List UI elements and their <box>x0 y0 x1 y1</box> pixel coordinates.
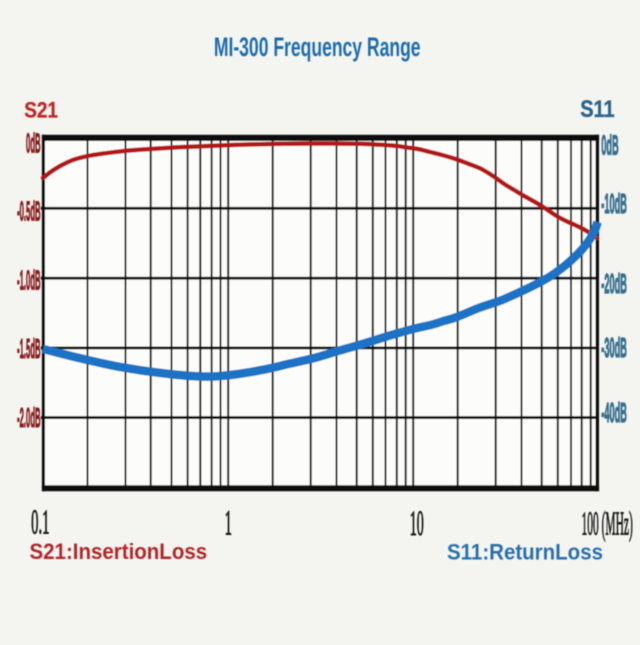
svg-text:100 (MHz): 100 (MHz) <box>582 504 633 543</box>
svg-text:-0.5dB: -0.5dB <box>17 197 41 227</box>
svg-text:0.1: 0.1 <box>31 502 49 541</box>
svg-text:-20dB: -20dB <box>601 269 627 300</box>
svg-text:S21: S21 <box>24 98 58 123</box>
svg-text:1: 1 <box>225 503 232 542</box>
svg-text:MI-300 Frequency Range: MI-300 Frequency Range <box>214 31 421 62</box>
svg-text:-10dB: -10dB <box>601 189 627 220</box>
svg-text:0dB: 0dB <box>26 129 41 159</box>
svg-text:-1.5dB: -1.5dB <box>17 335 41 365</box>
svg-text:S21:InsertionLoss: S21:InsertionLoss <box>30 539 208 564</box>
svg-text:-40dB: -40dB <box>601 398 627 429</box>
svg-text:10: 10 <box>410 503 424 542</box>
svg-text:S11: S11 <box>580 96 614 123</box>
svg-text:-30dB: -30dB <box>601 333 627 364</box>
svg-text:0dB: 0dB <box>601 130 618 161</box>
svg-text:-2.0dB: -2.0dB <box>17 404 41 434</box>
svg-text:-1.0dB: -1.0dB <box>17 266 41 296</box>
svg-text:S11:ReturnLoss: S11:ReturnLoss <box>447 540 603 565</box>
